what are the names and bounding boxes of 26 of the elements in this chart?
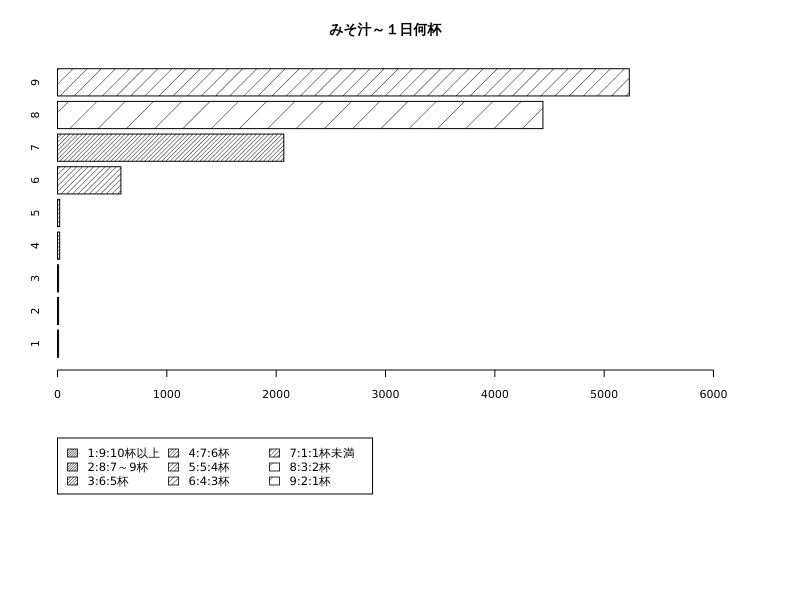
title: みそ汁～１日何杯 (330, 22, 442, 38)
x-tick-label: 0 (54, 388, 61, 401)
y-tick-label: 1 (29, 340, 42, 348)
y-tick-label: 6 (29, 176, 42, 184)
x-tick-label: 2000 (262, 388, 290, 401)
x-tick-label: 5000 (590, 388, 618, 401)
legend-label: 5:5:4杯 (188, 460, 230, 474)
legend-label: 9:2:1杯 (290, 474, 332, 488)
legend-label: 8:3:2杯 (290, 460, 332, 474)
y-tick-label: 9 (29, 78, 42, 86)
y-tick-label: 5 (29, 210, 42, 216)
x-tick-label: 1000 (152, 388, 181, 401)
legend-label: 4:7:6杯 (188, 446, 230, 460)
y-tick-label: 8 (29, 112, 42, 118)
y-tick-label: 4 (29, 242, 42, 250)
x-tick-label: 3000 (372, 388, 400, 401)
x-tick-label: 4000 (480, 388, 509, 401)
legend-label: 6:4:3杯 (188, 474, 230, 488)
y-tick-label: 7 (29, 144, 42, 152)
y-tick-label: 3 (29, 274, 42, 282)
y-tick-label: 2 (29, 308, 42, 314)
legend-label: 1:9:10杯以上 (88, 446, 161, 460)
legend-label: 2:8:7～9杯 (88, 460, 149, 474)
x-tick-label: 6000 (700, 388, 728, 401)
legend-label: 7:1:1杯未満 (290, 446, 356, 460)
legend-label: 3:6:5杯 (88, 474, 130, 488)
